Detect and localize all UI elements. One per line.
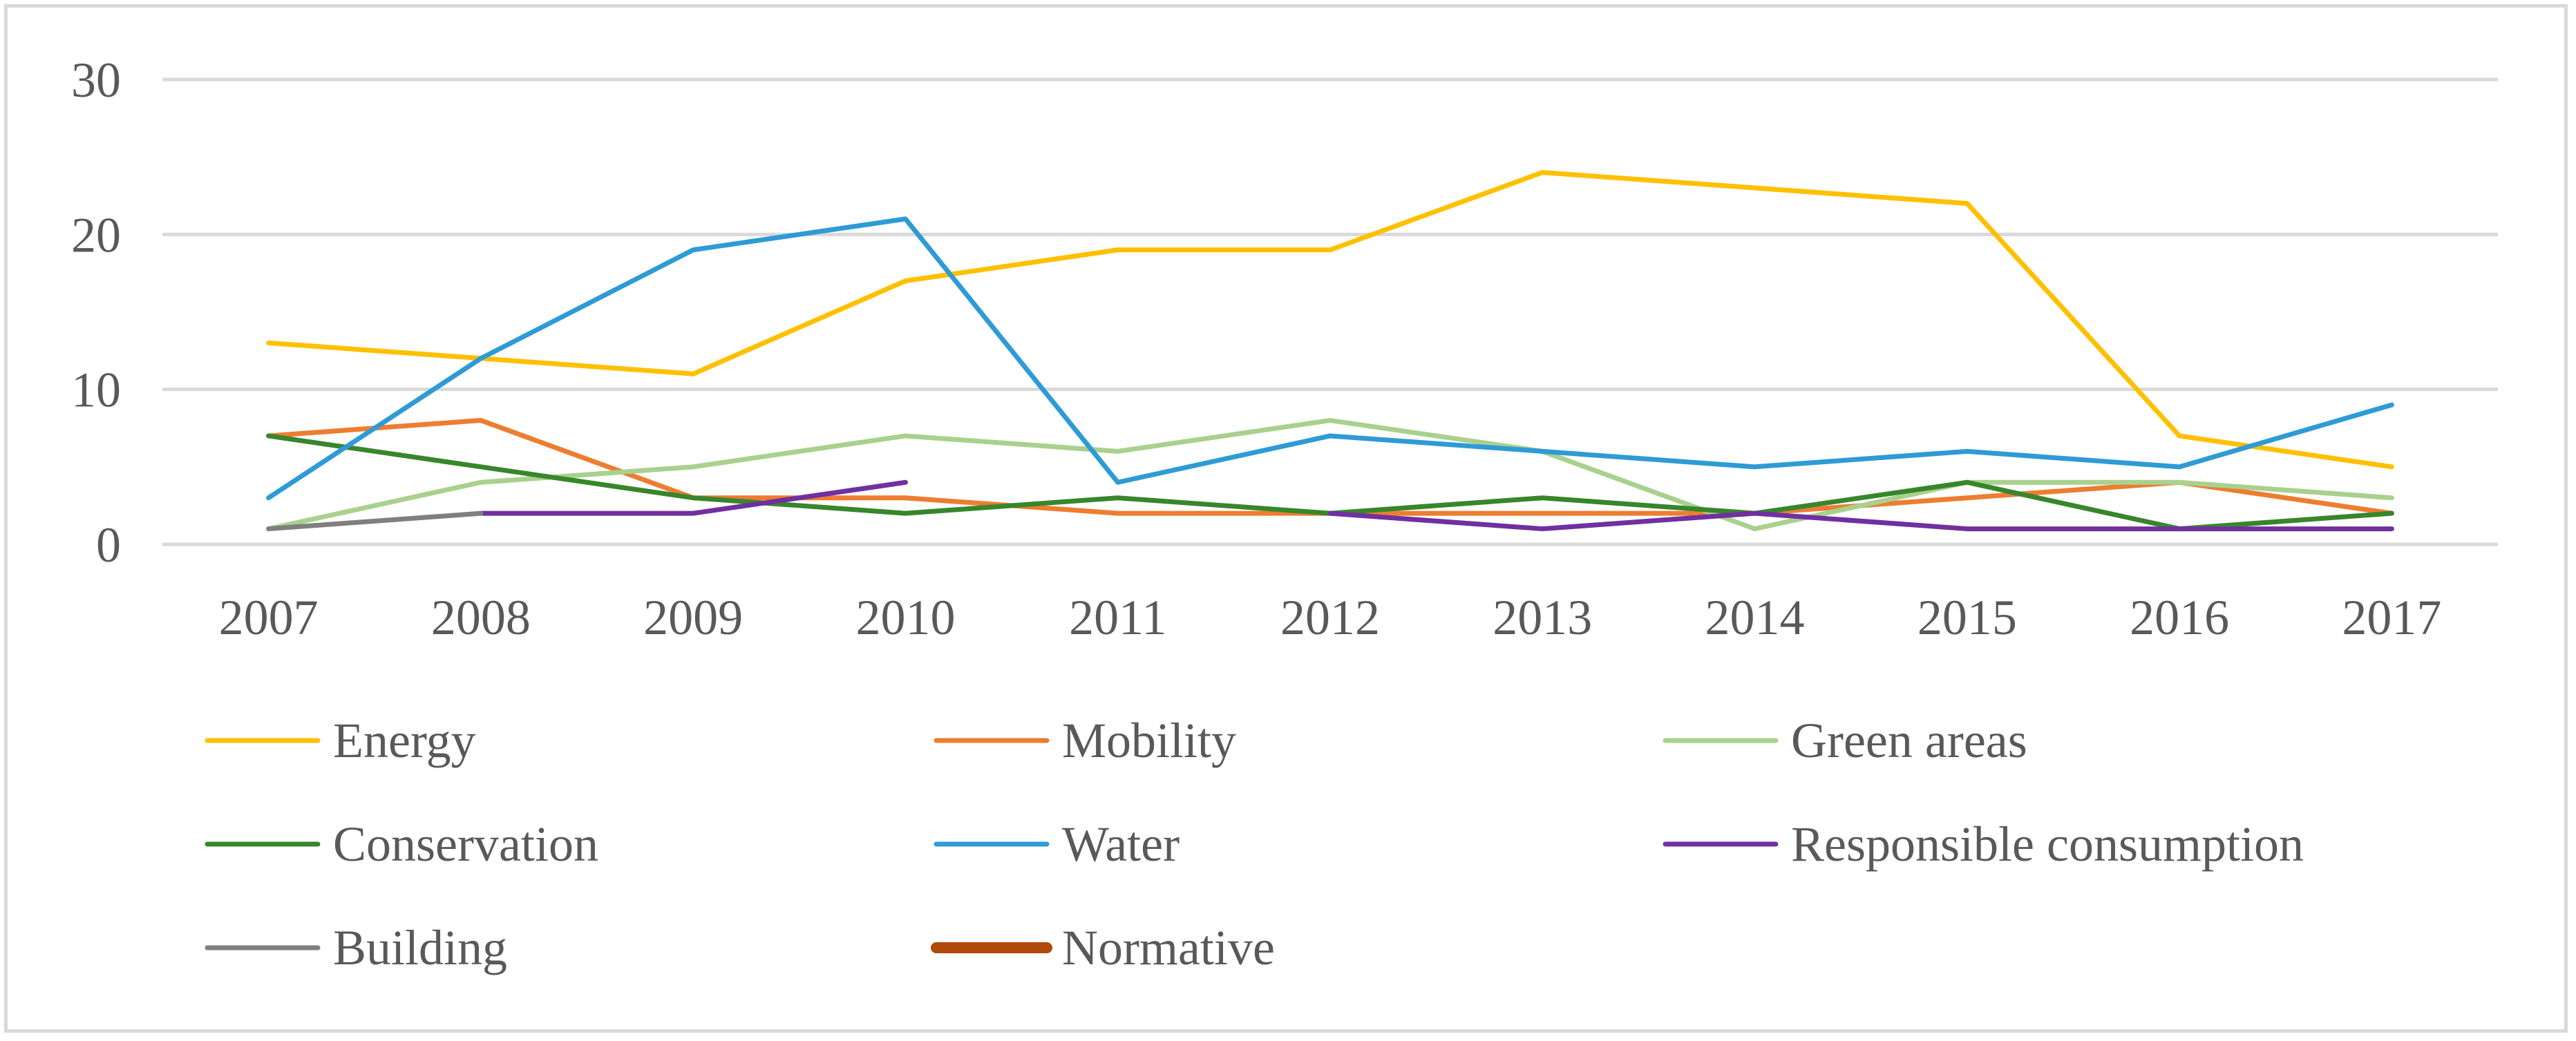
x-tick-label: 2012 [1280,590,1380,645]
series-lines [266,170,2394,532]
series-line-responsible-consumption-seg2 [1327,510,2394,532]
legend-label: Mobility [1062,713,1236,768]
legend-item-water: Water [934,816,1180,872]
legend-item-green-areas: Green areas [1663,713,2027,768]
x-tick-label: 2010 [855,590,955,645]
legend-item-normative: Normative [931,920,1275,975]
x-tick-label: 2013 [1493,590,1592,645]
y-tick-label: 20 [71,207,121,262]
x-axis-ticks: 2007 2008 2009 2010 2011 2012 2013 2014 2015 2016… [219,590,2442,645]
legend-label: Green areas [1791,713,2027,768]
legend-label: Building [333,920,507,975]
x-tick-label: 2009 [643,590,743,645]
x-tick-label: 2011 [1069,590,1166,645]
legend-label: Responsible consumption [1791,816,2304,872]
series-line-water [266,216,2394,501]
series-line-energy [266,170,2394,470]
y-axis-ticks: 0 10 20 30 [71,52,121,573]
legend-label: Conservation [333,816,598,872]
x-tick-label: 2015 [1917,590,2017,645]
y-tick-label: 30 [71,52,121,108]
gridlines [162,77,2498,546]
series-line-building [266,510,484,532]
x-tick-label: 2016 [2130,590,2229,645]
x-tick-label: 2008 [431,590,531,645]
legend-item-building: Building [205,920,507,975]
legend-label: Water [1062,816,1180,872]
legend-item-responsible-consumption: Responsible consumption [1663,816,2304,872]
legend-item-mobility: Mobility [934,713,1236,768]
legend-label: Normative [1062,920,1275,975]
series-line-green-areas [266,418,2394,532]
series-line-responsible-consumption-seg1 [478,479,908,516]
legend-item-conservation: Conservation [205,816,598,872]
legend-label: Energy [333,713,476,768]
x-tick-label: 2014 [1705,590,1805,645]
legend-item-energy: Energy [205,713,476,768]
y-tick-label: 0 [96,517,121,573]
x-tick-label: 2017 [2342,590,2441,645]
y-tick-label: 10 [71,363,121,418]
x-tick-label: 2007 [219,590,319,645]
legend: Energy Mobility Green areas Conservation Wat… [205,713,2304,975]
